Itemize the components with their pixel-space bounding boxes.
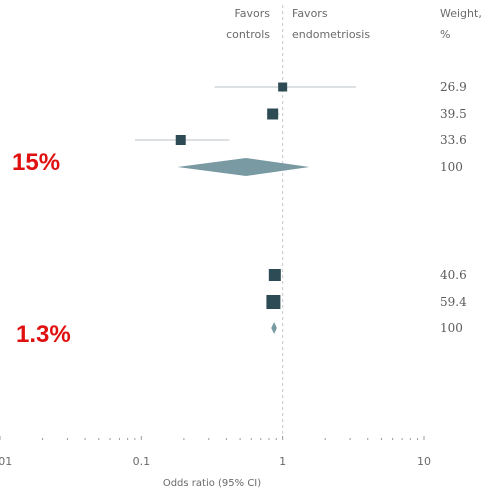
group-1-annotation: 15% [12, 149, 60, 176]
forest-rows: 26.9 39.5 33.6 100 40.6 59.4 100 [134, 80, 467, 335]
weight-g1-s1: 26.9 [440, 80, 467, 94]
weight-header-line1: Weight, [440, 7, 482, 20]
weight-g2-s1: 40.6 [440, 268, 467, 282]
study-marker-g1-s1 [278, 82, 288, 92]
favors-controls-line1: Favors [234, 7, 270, 20]
favors-endometriosis-line1: Favors [292, 7, 328, 20]
favors-endometriosis-line2: endometriosis [292, 28, 370, 41]
weight-pooled-g1: 100 [440, 160, 463, 174]
pooled-diamond-g2 [271, 322, 277, 334]
study-marker-g1-s3 [175, 135, 186, 145]
favors-controls-line2: controls [226, 28, 270, 41]
study-marker-g2-s2 [266, 295, 281, 309]
weight-g1-s2: 39.5 [440, 107, 467, 121]
axis-tick-label-4: 10 [417, 455, 431, 468]
axis-tick-label-3: 1 [279, 455, 286, 468]
x-axis-label: Odds ratio (95% CI) [163, 478, 261, 489]
weight-pooled-g2: 100 [440, 321, 463, 335]
x-axis: 0.01 0.1 1 10 [0, 436, 431, 468]
weight-g1-s3: 33.6 [440, 133, 467, 147]
study-marker-g2-s1 [268, 269, 281, 281]
axis-tick-label-2: 0.1 [133, 455, 151, 468]
axis-tick-label-1: 0.01 [0, 455, 12, 468]
pooled-diamond-g1 [177, 158, 310, 176]
weight-g2-s2: 59.4 [440, 295, 467, 309]
study-marker-g1-s2 [267, 108, 279, 120]
group-2-annotation: 1.3% [16, 321, 71, 348]
weight-header-line2: % [440, 28, 450, 41]
